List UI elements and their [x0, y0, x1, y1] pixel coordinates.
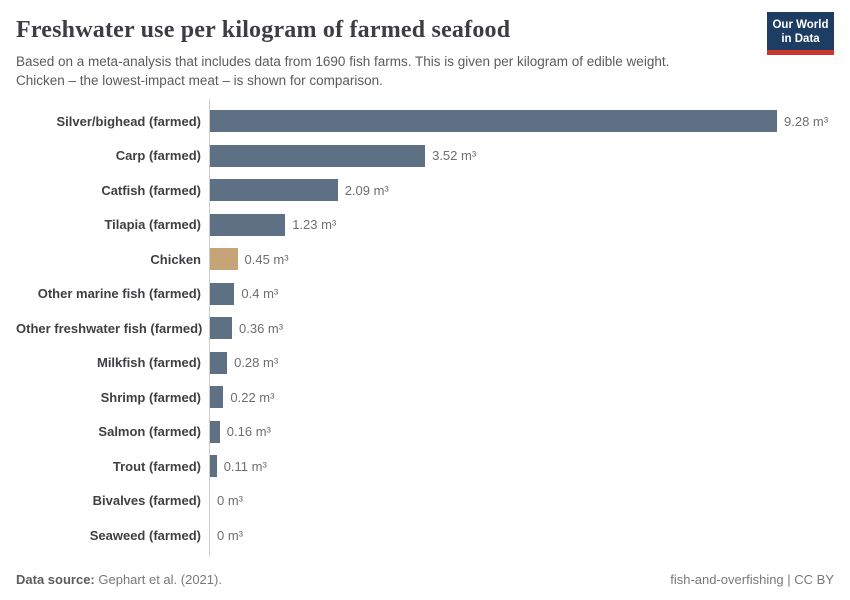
owid-logo[interactable]: Our World in Data	[767, 12, 834, 56]
bar[interactable]	[210, 420, 220, 443]
category-label: Silver/bighead (farmed)	[56, 113, 201, 129]
bar-zone: 2.09 m³	[210, 173, 834, 208]
category-label: Tilapia (farmed)	[104, 217, 201, 233]
category-label: Carp (farmed)	[115, 148, 201, 164]
value-label: 1.23 m³	[292, 217, 337, 233]
category-label: Salmon (farmed)	[98, 424, 201, 440]
category-label: Shrimp (farmed)	[100, 389, 201, 405]
owid-logo-line1: Our World	[772, 19, 829, 31]
bar-row: Other freshwater fish (farmed) 0.36 m³	[16, 311, 834, 346]
bar-zone: 0.11 m³	[210, 449, 834, 484]
bar[interactable]	[210, 248, 238, 271]
data-source-label: Data source:	[16, 572, 95, 587]
bar-zone: 0.28 m³	[210, 346, 834, 381]
chart-subtitle: Based on a meta-analysis that includes d…	[16, 52, 761, 90]
bar-zone: 0.36 m³	[210, 311, 834, 346]
bar[interactable]	[210, 317, 232, 340]
bar[interactable]	[210, 179, 338, 202]
category-label: Bivalves (farmed)	[92, 493, 201, 509]
bar[interactable]	[210, 144, 426, 167]
bar-row: Bivalves (farmed) 0 m³	[16, 484, 834, 519]
value-label: 0.11 m³	[223, 458, 267, 474]
category-label: Chicken	[150, 251, 201, 267]
page-title: Freshwater use per kilogram of farmed se…	[16, 17, 511, 43]
category-label: Other freshwater fish (farmed)	[16, 320, 203, 336]
value-label: 0.22 m³	[230, 389, 275, 405]
value-label: 0 m³	[217, 493, 243, 509]
bar-zone: 0 m³	[210, 484, 834, 519]
bar-row: Trout (farmed) 0.11 m³	[16, 449, 834, 484]
data-source: Data source: Gephart et al. (2021).	[16, 572, 222, 587]
bar[interactable]	[210, 282, 235, 305]
bar[interactable]	[210, 351, 228, 374]
bar-row: Carp (farmed) 3.52 m³	[16, 139, 834, 174]
bar-row: Silver/bighead (farmed) 9.28 m³	[16, 104, 834, 139]
bar[interactable]	[210, 386, 224, 409]
subtitle-line-1: Based on a meta-analysis that includes d…	[16, 53, 670, 69]
value-label: 9.28 m³	[784, 113, 829, 129]
bar[interactable]	[210, 110, 777, 133]
value-label: 0.4 m³	[241, 286, 279, 302]
bar-zone: 0.4 m³	[210, 277, 834, 312]
value-label: 2.09 m³	[344, 182, 389, 198]
bar[interactable]	[210, 213, 286, 236]
category-label: Other marine fish (farmed)	[37, 286, 201, 302]
bar[interactable]	[210, 455, 217, 478]
value-label: 0.36 m³	[239, 320, 284, 336]
value-label: 3.52 m³	[432, 148, 477, 164]
value-label: 0.16 m³	[226, 424, 271, 440]
data-source-value: Gephart et al. (2021).	[98, 572, 222, 587]
subtitle-line-2: Chicken – the lowest-impact meat – is sh…	[16, 72, 383, 88]
bar-row: Shrimp (farmed) 0.22 m³	[16, 380, 834, 415]
bar-zone: 1.23 m³	[210, 208, 834, 243]
bar-row: Seaweed (farmed) 0 m³	[16, 518, 834, 553]
bar-zone: 0 m³	[210, 518, 834, 553]
owid-logo-line2: in Data	[781, 33, 820, 46]
bar-row: Milkfish (farmed) 0.28 m³	[16, 346, 834, 381]
bar-zone: 9.28 m³	[210, 104, 834, 139]
value-label: 0.28 m³	[234, 355, 279, 371]
category-label: Catfish (farmed)	[101, 182, 201, 198]
category-label: Milkfish (farmed)	[96, 355, 201, 371]
category-label: Trout (farmed)	[112, 458, 201, 474]
value-label: 0.45 m³	[244, 251, 289, 267]
bar-chart: Silver/bighead (farmed) 9.28 m³ Carp (farm…	[16, 99, 834, 557]
bar-zone: 3.52 m³	[210, 139, 834, 174]
bar-zone: 0.45 m³	[210, 242, 834, 277]
y-axis-line	[209, 99, 210, 557]
bar-zone: 0.16 m³	[210, 415, 834, 450]
bar-row: Salmon (farmed) 0.16 m³	[16, 415, 834, 450]
bar-row: Other marine fish (farmed) 0.4 m³	[16, 277, 834, 312]
bar-row: Chicken 0.45 m³	[16, 242, 834, 277]
chart-footer: Data source: Gephart et al. (2021). fish…	[16, 572, 834, 587]
category-label: Seaweed (farmed)	[89, 527, 201, 543]
license-credit[interactable]: fish-and-overfishing | CC BY	[670, 572, 834, 587]
bar-row: Tilapia (farmed) 1.23 m³	[16, 208, 834, 243]
bar-zone: 0.22 m³	[210, 380, 834, 415]
value-label: 0 m³	[217, 527, 243, 543]
bar-row: Catfish (farmed) 2.09 m³	[16, 173, 834, 208]
